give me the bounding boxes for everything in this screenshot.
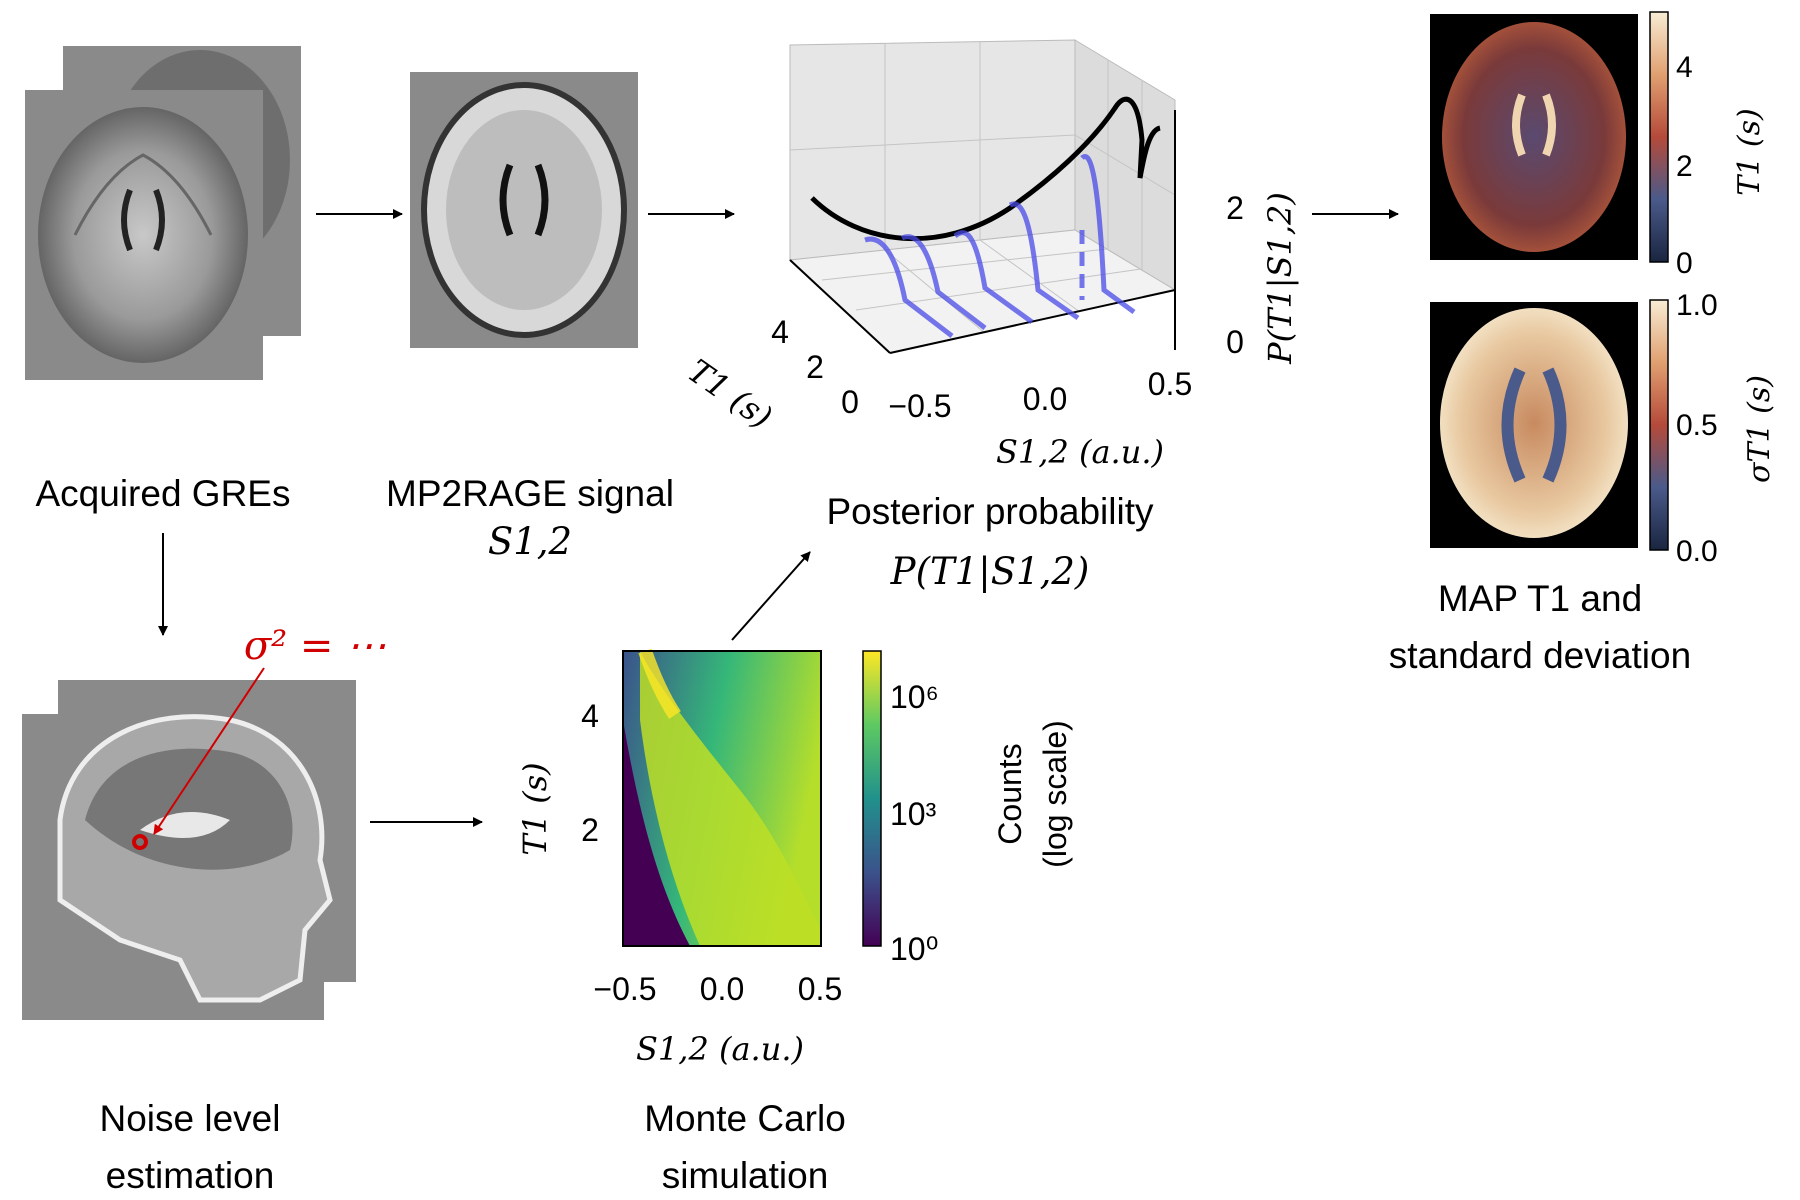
acquired-gres-image-stack	[25, 46, 301, 380]
label-map-line2: standard deviation	[1388, 635, 1692, 676]
mc-y-tick-2: 2	[581, 812, 599, 848]
mc-x-tick-1: 0.0	[699, 971, 745, 1007]
posterior-3d-plot	[788, 39, 1177, 354]
sd-map	[1430, 299, 1669, 551]
label-acquired-gres: Acquired GREs	[35, 473, 291, 514]
sd-cb-tick-05: 0.5	[1676, 409, 1718, 442]
sd-colorbar	[1649, 299, 1669, 551]
mc-cb-tick-3: 10³	[890, 796, 937, 832]
label-noise-line1: Noise level	[99, 1098, 281, 1139]
label-mc-line1: Monte Carlo	[644, 1098, 846, 1139]
t1-map	[1430, 11, 1669, 263]
sd-cb-label: σT1 (s)	[1742, 375, 1777, 483]
noise-image-stack	[22, 680, 356, 1020]
label-noise-line2: estimation	[105, 1155, 275, 1196]
sigma-annotation: σ² = ⋯	[243, 623, 387, 669]
monte-carlo-heatmap	[622, 648, 882, 947]
label-mp2rage-signal: MP2RAGE signal	[386, 473, 674, 514]
label-map-line1: MAP T1 and	[1437, 578, 1643, 619]
mc-cb-label-2: (log scale)	[1037, 720, 1073, 868]
mc-y-tick-4: 4	[581, 698, 599, 734]
sd-cb-tick-0: 0.0	[1676, 535, 1718, 568]
posterior-y-tick-2: 4	[771, 314, 789, 350]
posterior-z-label: P(T1|S1,2)	[1261, 192, 1299, 364]
mc-cb-label-1: Counts	[992, 743, 1028, 845]
mc-colorbar	[862, 650, 882, 947]
posterior-z-tick-1: 2	[1226, 190, 1244, 226]
label-mc-line2: simulation	[661, 1155, 829, 1196]
t1-cb-label: T1 (s)	[1732, 108, 1767, 196]
posterior-x-tick-0: −0.5	[888, 388, 952, 424]
posterior-curves	[864, 154, 1136, 338]
sigma-pointer-arrow	[153, 667, 265, 835]
mc-x-label: S1,2 (a.u.)	[636, 1030, 804, 1068]
axial-brain-slice	[38, 107, 248, 363]
posterior-x-tick-1: 0.0	[1022, 381, 1068, 417]
roi-marker	[132, 834, 148, 850]
t1-cb-tick-2: 2	[1676, 150, 1693, 183]
posterior-x-tick-2: 0.5	[1147, 366, 1193, 402]
label-posterior-symbol: P(T1|S1,2)	[890, 550, 1090, 593]
sd-cb-tick-1: 1.0	[1676, 289, 1718, 322]
posterior-z-tick-0: 0	[1226, 324, 1244, 360]
mc-cb-tick-6: 10⁶	[890, 679, 939, 715]
mp2rage-image	[410, 72, 638, 348]
arrow-mc-to-posterior	[731, 551, 811, 641]
label-posterior-title: Posterior probability	[826, 491, 1154, 532]
mc-y-label: T1 (s)	[516, 762, 554, 856]
mc-x-tick-0: −0.5	[593, 971, 657, 1007]
t1-cb-tick-4: 4	[1676, 51, 1693, 84]
posterior-y-tick-1: 2	[806, 349, 824, 385]
label-mp2rage-symbol: S1,2	[487, 520, 573, 563]
t1-cb-tick-0: 0	[1676, 247, 1693, 280]
t1-colorbar	[1649, 11, 1669, 263]
mc-x-tick-2: 0.5	[797, 971, 843, 1007]
posterior-y-tick-0: 0	[841, 384, 859, 420]
posterior-x-label: S1,2 (a.u.)	[996, 433, 1164, 471]
mc-cb-tick-0: 10⁰	[890, 931, 939, 967]
